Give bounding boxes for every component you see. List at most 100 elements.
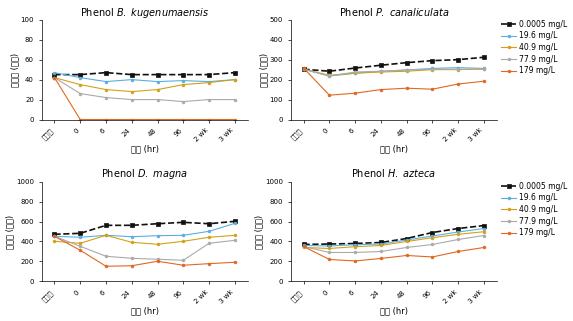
0.0005 mg/L: [481, 55, 488, 59]
19.6 mg/L: [481, 66, 488, 70]
0.0005 mg/L: [206, 222, 213, 226]
40.9 mg/L: [403, 239, 410, 243]
179 mg/L: [429, 87, 436, 91]
77.9 mg/L: [154, 257, 161, 261]
X-axis label: 시간 (hr): 시간 (hr): [380, 144, 408, 153]
77.9 mg/L: [180, 258, 187, 262]
0.0005 mg/L: [300, 67, 307, 71]
Line: 77.9 mg/L: 77.9 mg/L: [302, 234, 485, 254]
0.0005 mg/L: [455, 227, 462, 230]
Line: 0.0005 mg/L: 0.0005 mg/L: [53, 71, 237, 76]
0.0005 mg/L: [326, 242, 333, 246]
77.9 mg/L: [77, 92, 84, 96]
19.6 mg/L: [128, 235, 135, 239]
179 mg/L: [403, 86, 410, 90]
0.0005 mg/L: [51, 232, 58, 236]
19.6 mg/L: [206, 230, 213, 233]
40.9 mg/L: [154, 88, 161, 91]
179 mg/L: [455, 82, 462, 86]
77.9 mg/L: [378, 69, 384, 73]
179 mg/L: [481, 246, 488, 249]
179 mg/L: [455, 249, 462, 253]
0.0005 mg/L: [180, 73, 187, 76]
Line: 0.0005 mg/L: 0.0005 mg/L: [302, 224, 486, 246]
40.9 mg/L: [77, 241, 84, 245]
40.9 mg/L: [352, 71, 359, 75]
Y-axis label: 생물수 (마리): 생물수 (마리): [259, 53, 268, 87]
Line: 179 mg/L: 179 mg/L: [53, 235, 236, 268]
0.0005 mg/L: [154, 73, 161, 76]
19.6 mg/L: [154, 234, 161, 238]
77.9 mg/L: [77, 244, 84, 248]
Line: 40.9 mg/L: 40.9 mg/L: [302, 67, 485, 77]
179 mg/L: [231, 260, 238, 264]
77.9 mg/L: [231, 98, 238, 101]
179 mg/L: [77, 117, 84, 121]
179 mg/L: [352, 91, 359, 95]
Y-axis label: 생물수 (마리): 생물수 (마리): [254, 214, 264, 248]
179 mg/L: [154, 117, 161, 121]
77.9 mg/L: [403, 246, 410, 249]
179 mg/L: [128, 264, 135, 268]
Line: 179 mg/L: 179 mg/L: [302, 245, 485, 262]
179 mg/L: [180, 117, 187, 121]
19.6 mg/L: [51, 71, 58, 74]
19.6 mg/L: [103, 80, 109, 83]
77.9 mg/L: [352, 70, 359, 74]
40.9 mg/L: [180, 83, 187, 87]
40.9 mg/L: [51, 239, 58, 243]
40.9 mg/L: [206, 235, 213, 239]
0.0005 mg/L: [103, 71, 109, 74]
0.0005 mg/L: [154, 222, 161, 226]
40.9 mg/L: [77, 83, 84, 87]
77.9 mg/L: [103, 254, 109, 258]
179 mg/L: [103, 117, 109, 121]
179 mg/L: [403, 254, 410, 257]
19.6 mg/L: [352, 243, 359, 247]
77.9 mg/L: [128, 98, 135, 101]
Y-axis label: 생물수 (마리): 생물수 (마리): [10, 53, 19, 87]
40.9 mg/L: [403, 69, 410, 73]
179 mg/L: [378, 88, 384, 91]
40.9 mg/L: [326, 73, 333, 77]
40.9 mg/L: [429, 236, 436, 240]
179 mg/L: [326, 93, 333, 97]
19.6 mg/L: [180, 233, 187, 237]
77.9 mg/L: [481, 67, 488, 71]
40.9 mg/L: [154, 242, 161, 246]
Title: Phenol $\mathit{B.\ kugenumaensis}$: Phenol $\mathit{B.\ kugenumaensis}$: [80, 5, 209, 20]
77.9 mg/L: [206, 241, 213, 245]
0.0005 mg/L: [77, 73, 84, 76]
77.9 mg/L: [154, 98, 161, 101]
Line: 179 mg/L: 179 mg/L: [53, 76, 236, 121]
19.6 mg/L: [231, 221, 238, 225]
40.9 mg/L: [352, 245, 359, 248]
19.6 mg/L: [378, 69, 384, 73]
Line: 19.6 mg/L: 19.6 mg/L: [302, 66, 485, 77]
40.9 mg/L: [128, 240, 135, 244]
77.9 mg/L: [103, 96, 109, 100]
40.9 mg/L: [128, 90, 135, 93]
19.6 mg/L: [180, 79, 187, 82]
77.9 mg/L: [300, 67, 307, 71]
X-axis label: 시간 (hr): 시간 (hr): [131, 307, 159, 316]
19.6 mg/L: [429, 234, 436, 238]
77.9 mg/L: [481, 234, 488, 238]
Line: 0.0005 mg/L: 0.0005 mg/L: [53, 220, 237, 236]
179 mg/L: [326, 257, 333, 261]
77.9 mg/L: [326, 251, 333, 255]
19.6 mg/L: [206, 80, 213, 83]
77.9 mg/L: [51, 76, 58, 80]
0.0005 mg/L: [352, 66, 359, 70]
19.6 mg/L: [403, 238, 410, 242]
19.6 mg/L: [429, 66, 436, 70]
0.0005 mg/L: [403, 237, 410, 240]
X-axis label: 시간 (hr): 시간 (hr): [131, 144, 159, 153]
40.9 mg/L: [481, 230, 488, 234]
Y-axis label: 생물수 (마리): 생물수 (마리): [6, 214, 14, 248]
77.9 mg/L: [403, 68, 410, 72]
40.9 mg/L: [180, 239, 187, 243]
77.9 mg/L: [352, 251, 359, 255]
179 mg/L: [51, 234, 58, 238]
Title: Phenol $\mathit{H.\ azteca}$: Phenol $\mathit{H.\ azteca}$: [351, 168, 436, 179]
